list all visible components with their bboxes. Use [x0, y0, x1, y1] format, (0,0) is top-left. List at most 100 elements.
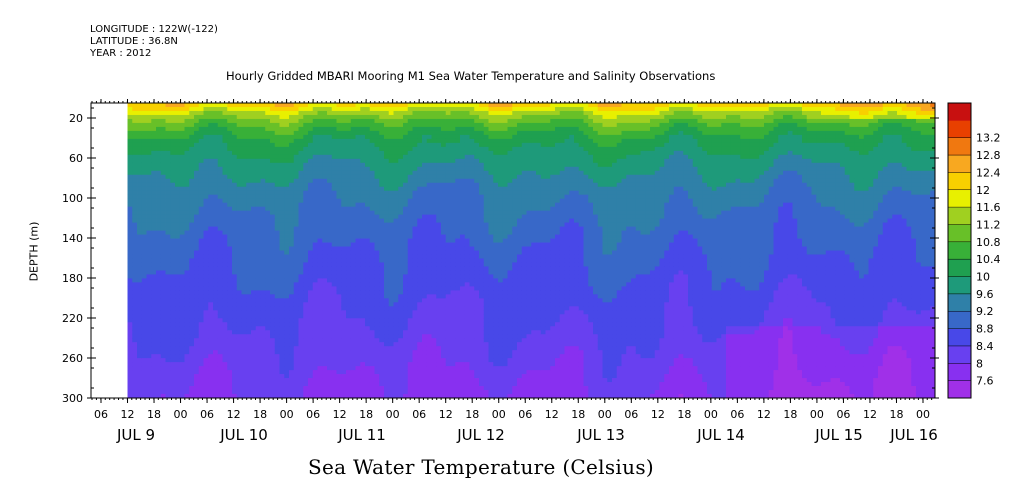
heat-cell: [365, 118, 371, 124]
heat-cell: [156, 110, 162, 116]
heat-cell: [341, 390, 347, 395]
heat-cell: [317, 326, 323, 331]
heat-cell: [403, 174, 409, 180]
heat-cell: [384, 350, 390, 355]
heat-cell: [398, 238, 404, 243]
heat-cell: [213, 130, 219, 136]
heat-cell: [431, 378, 437, 383]
heat-cell: [365, 198, 371, 204]
heat-cell: [374, 122, 380, 128]
heat-cell: [426, 130, 432, 136]
heat-cell: [251, 254, 257, 259]
heat-cell: [379, 394, 385, 399]
heat-cell: [365, 338, 371, 343]
heat-cell: [137, 234, 143, 239]
heat-cell: [341, 130, 347, 136]
heat-cell: [289, 242, 295, 247]
heat-cell: [445, 118, 451, 124]
heat-cell: [289, 174, 295, 180]
heat-cell: [298, 298, 304, 303]
heat-cell: [322, 238, 328, 243]
heat-cell: [350, 358, 356, 363]
heat-cell: [265, 222, 271, 227]
heat-cell: [365, 310, 371, 315]
heat-cell: [331, 178, 337, 184]
heat-cell: [165, 338, 171, 343]
heat-cell: [213, 322, 219, 327]
heat-cell: [156, 122, 162, 128]
heat-cell: [379, 114, 385, 120]
heat-cell: [365, 270, 371, 275]
heat-cell: [398, 210, 404, 216]
heat-cell: [132, 186, 138, 192]
heat-cell: [412, 306, 418, 311]
heat-cell: [403, 310, 409, 315]
heat-cell: [422, 306, 428, 311]
heat-cell: [265, 130, 271, 136]
heat-cell: [341, 334, 347, 339]
heat-cell: [179, 198, 185, 204]
heat-cell: [331, 186, 337, 192]
heat-cell: [369, 382, 375, 387]
heat-cell: [322, 230, 328, 235]
heat-cell: [355, 162, 361, 168]
heat-cell: [327, 322, 333, 327]
heat-cell: [374, 302, 380, 307]
heat-cell: [298, 238, 304, 243]
heat-cell: [355, 370, 361, 375]
heat-cell: [137, 310, 143, 315]
heat-cell: [222, 262, 228, 267]
heat-cell: [194, 262, 200, 267]
heat-cell: [331, 214, 337, 220]
heat-cell: [279, 202, 285, 208]
heat-cell: [384, 290, 390, 295]
heat-cell: [265, 166, 271, 172]
heat-cell: [355, 194, 361, 200]
heat-cell: [388, 330, 394, 335]
heat-cell: [417, 234, 423, 239]
heat-cell: [132, 150, 138, 156]
heat-cell: [217, 142, 223, 148]
heat-cell: [365, 103, 371, 108]
heat-cell: [260, 314, 266, 319]
heat-cell: [251, 274, 257, 279]
heat-cell: [407, 198, 413, 204]
heat-cell: [198, 110, 204, 116]
heat-cell: [317, 194, 323, 200]
heat-cell: [222, 314, 228, 319]
heat-cell: [403, 218, 409, 223]
heat-cell: [417, 302, 423, 307]
heat-cell: [322, 362, 328, 367]
heat-cell: [350, 254, 356, 259]
heat-cell: [184, 354, 190, 359]
heat-cell: [236, 126, 242, 132]
heat-cell: [232, 134, 238, 140]
heat-cell: [412, 154, 418, 160]
heat-cell: [355, 170, 361, 176]
heat-cell: [393, 186, 399, 192]
heat-cell: [146, 186, 152, 192]
heat-cell: [303, 354, 309, 359]
heat-cell: [346, 106, 352, 112]
heat-cell: [298, 246, 304, 251]
heat-cell: [293, 250, 299, 255]
heat-cell: [308, 210, 314, 216]
heat-cell: [217, 274, 223, 279]
heat-cell: [265, 346, 271, 351]
heat-cell: [236, 182, 242, 188]
heat-cell: [160, 114, 166, 120]
heat-cell: [279, 318, 285, 323]
heat-cell: [222, 394, 228, 399]
heat-cell: [260, 286, 266, 291]
heat-cell: [241, 230, 247, 235]
heat-cell: [379, 190, 385, 196]
heat-cell: [127, 138, 133, 144]
heat-cell: [441, 334, 447, 339]
heat-cell: [346, 322, 352, 327]
heat-cell: [175, 266, 181, 271]
heat-cell: [170, 118, 176, 124]
heat-cell: [236, 306, 242, 311]
heat-cell: [246, 182, 252, 188]
heat-cell: [412, 378, 418, 383]
heat-cell: [184, 262, 190, 267]
